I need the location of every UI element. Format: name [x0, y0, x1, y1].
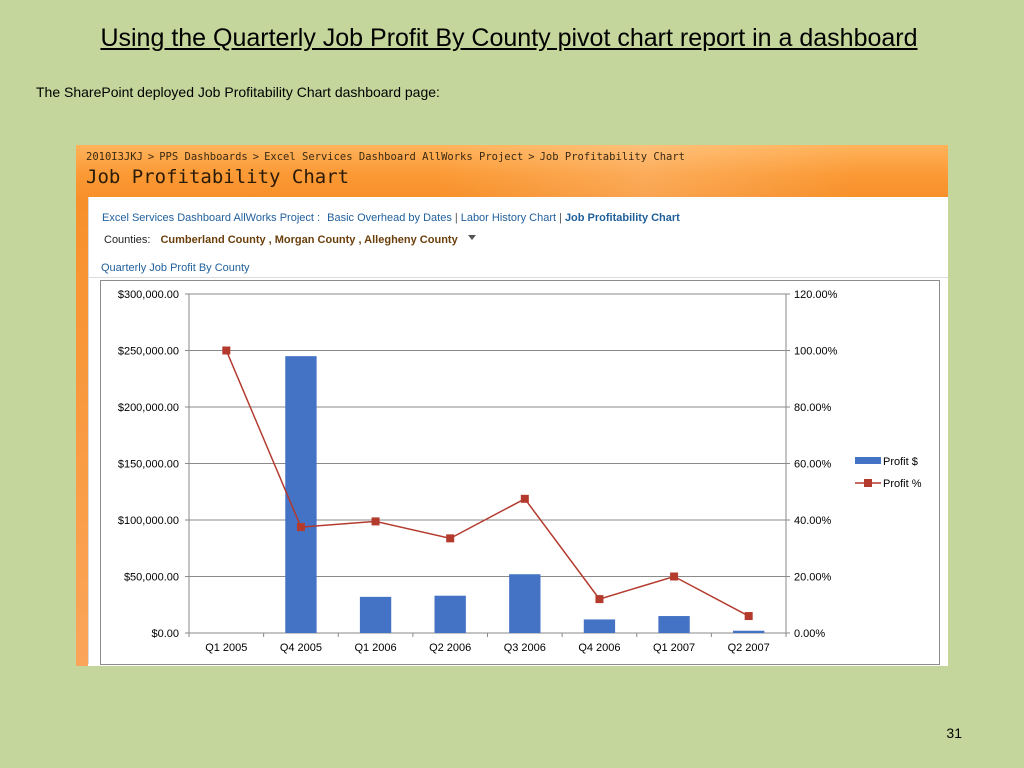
bar-profit-dollars — [583, 619, 616, 633]
nav-link-basic-overhead[interactable]: Basic Overhead by Dates — [327, 212, 452, 224]
dropdown-arrow-icon[interactable] — [467, 235, 476, 240]
marker-profit-percent — [595, 595, 604, 604]
x-tick-label: Q4 2006 — [578, 642, 620, 654]
chart-frame: $0.00 0.00% $50,000.00 20.00% $100,000.00 40.… — [100, 280, 940, 665]
nav-link-labor-history[interactable]: Labor History Chart — [460, 212, 557, 224]
marker-profit-percent — [670, 572, 679, 581]
breadcrumb: 2010I3JKJ > PPS Dashboards > Excel Services … — [86, 151, 685, 163]
slide-number: 31 — [946, 725, 962, 741]
legend-label-profit-dollars: Profit $ — [883, 456, 918, 468]
bar-profit-dollars — [285, 356, 317, 633]
legend-swatch-marker-profit-percent — [864, 479, 872, 487]
x-tick-label: Q1 2006 — [354, 642, 396, 654]
y-right-tick-label: 120.00% — [794, 289, 838, 301]
x-tick-label: Q1 2007 — [653, 642, 695, 654]
marker-profit-percent — [520, 494, 529, 503]
report-title-link[interactable]: Quarterly Job Profit By County — [101, 262, 250, 274]
y-right-tick-label: 0.00% — [794, 628, 825, 640]
y-left-tick-label: $100,000.00 — [118, 515, 179, 527]
legend-swatch-profit-dollars — [855, 457, 881, 464]
bar-profit-dollars — [733, 630, 765, 633]
counties-filter-value[interactable]: Cumberland County , Morgan County , Alle… — [160, 234, 458, 246]
y-left-tick-label: $50,000.00 — [124, 572, 179, 584]
x-tick-label: Q2 2007 — [728, 642, 770, 654]
x-tick-label: Q1 2005 — [205, 642, 247, 654]
bar-profit-dollars — [509, 574, 541, 633]
legend-label-profit-percent: Profit % — [883, 478, 922, 490]
y-right-tick-label: 20.00% — [794, 572, 832, 584]
nav-link-job-profitability[interactable]: Job Profitability Chart — [564, 212, 680, 224]
y-right-tick-label: 80.00% — [794, 402, 832, 414]
marker-profit-percent — [222, 346, 231, 355]
nav-project-label[interactable]: Excel Services Dashboard AllWorks Projec… — [102, 212, 321, 224]
combo-chart: $0.00 0.00% $50,000.00 20.00% $100,000.00 40.… — [118, 289, 922, 654]
y-left-tick-label: $200,000.00 — [118, 402, 179, 414]
marker-profit-percent — [446, 534, 455, 543]
breadcrumb-item-project[interactable]: Excel Services Dashboard AllWorks Projec… — [264, 151, 524, 163]
bar-profit-dollars — [658, 616, 690, 633]
bar-profit-dollars — [359, 596, 392, 633]
y-left-tick-label: $250,000.00 — [118, 346, 179, 358]
breadcrumb-item-site[interactable]: 2010I3JKJ — [86, 151, 143, 163]
x-tick-label: Q2 2006 — [429, 642, 471, 654]
marker-profit-percent — [371, 517, 380, 526]
dashboard-nav: Excel Services Dashboard AllWorks Projec… — [102, 212, 680, 224]
marker-profit-percent — [744, 612, 753, 621]
counties-filter-label: Counties: — [104, 234, 151, 246]
slide-title: Using the Quarterly Job Profit By County… — [100, 24, 918, 52]
breadcrumb-item-dashboards[interactable]: PPS Dashboards — [159, 151, 248, 163]
y-right-tick-label: 40.00% — [794, 515, 832, 527]
page-title: Job Profitability Chart — [86, 166, 350, 188]
left-rail — [76, 197, 88, 666]
line-profit-percent — [225, 350, 750, 617]
marker-profit-percent — [296, 523, 305, 532]
x-tick-label: Q3 2006 — [504, 642, 546, 654]
y-left-tick-label: $300,000.00 — [118, 289, 179, 301]
breadcrumb-item-current: Job Profitability Chart — [539, 151, 685, 163]
y-right-tick-label: 100.00% — [794, 346, 838, 358]
y-left-tick-label: $0.00 — [151, 628, 179, 640]
y-right-tick-label: 60.00% — [794, 459, 832, 471]
y-left-tick-label: $150,000.00 — [118, 459, 179, 471]
slide-caption: The SharePoint deployed Job Profitabilit… — [36, 84, 440, 100]
page-header-bar: 2010I3JKJ > PPS Dashboards > Excel Services … — [76, 145, 948, 197]
sharepoint-screenshot: 2010I3JKJ > PPS Dashboards > Excel Services … — [76, 145, 948, 666]
bar-profit-dollars — [434, 595, 466, 633]
counties-filter: Counties: Cumberland County , Morgan Coun… — [104, 234, 476, 246]
x-tick-label: Q4 2005 — [280, 642, 322, 654]
